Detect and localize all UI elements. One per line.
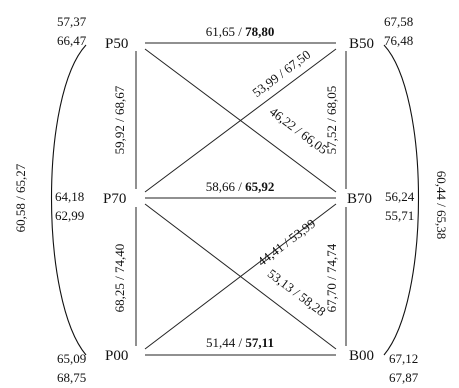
edge-label-p00-b00-plain: 51,44 / [206,335,245,350]
node-p50-value-1: 57,37 [57,14,87,29]
node-p70-value-2: 62,99 [55,208,84,223]
edge-label-b50-b70: 57,52 / 68,05 [324,86,339,155]
node-p70: P70 [103,191,126,207]
node-b70-value-2: 55,71 [385,208,414,223]
node-labels: P50 B50 P70 B70 P00 B00 [103,36,374,364]
edge-label-p50-b50: 61,65 / 78,80 [206,24,275,39]
edge-label-p00-b00-bold: 57,11 [245,335,274,350]
right-arc [383,44,419,356]
edge-label-p50-p70: 59,92 / 68,67 [112,85,127,154]
edges [135,42,347,356]
horizontal-edge-labels: 61,65 / 78,80 58,66 / 65,92 51,44 / 57,1… [206,24,275,350]
edge-label-p70-b70-bold: 65,92 [245,179,274,194]
edge-label-p70-b70: 58,66 / 65,92 [206,179,275,194]
vertical-edge-labels: 59,92 / 68,67 68,25 / 74,40 57,52 / 68,0… [112,85,339,312]
arc-label-right: 60,44 / 65,38 [434,171,449,240]
arc-label-left: 60,58 / 65,27 [13,163,28,232]
node-p50-value-2: 66,47 [57,33,87,48]
edge-label-p50-b50-plain: 61,65 / [206,24,245,39]
edge-p50-b70 [144,48,337,193]
edge-label-p50-b70: 46,22 / 66,05 [267,104,331,157]
node-b50-value-1: 67,58 [384,14,413,29]
arc-labels: 60,58 / 65,27 60,44 / 65,38 [13,163,449,239]
node-b70: B70 [347,191,372,207]
edge-label-p00-b70: 44,41 / 53,99 [254,216,318,269]
edge-label-p70-p00: 68,25 / 74,40 [112,244,127,313]
node-b70-value-1: 56,24 [385,189,415,204]
edge-label-p70-b00: 53,13 / 58,28 [265,266,329,319]
node-b00: B00 [349,348,374,364]
edge-label-p70-b70-plain: 58,66 / [206,179,245,194]
edge-label-p50-b50-bold: 78,80 [245,24,274,39]
node-p00: P00 [105,348,128,364]
node-p50: P50 [105,36,128,52]
node-values: 57,37 66,47 67,58 76,48 64,18 62,99 56,2… [55,14,419,385]
node-b50-value-2: 76,48 [384,33,413,48]
node-p00-value-2: 68,75 [57,370,86,385]
left-arc [51,44,87,356]
node-b00-value-2: 67,87 [389,370,419,385]
edge-label-p00-b00: 51,44 / 57,11 [206,335,274,350]
node-p00-value-1: 65,09 [57,351,86,366]
node-b50: B50 [349,36,374,52]
edge-label-b70-b00: 67,70 / 74,74 [324,243,339,312]
node-b00-value-1: 67,12 [389,351,418,366]
node-p70-value-1: 64,18 [55,189,84,204]
edge-p70-b00 [144,203,337,350]
